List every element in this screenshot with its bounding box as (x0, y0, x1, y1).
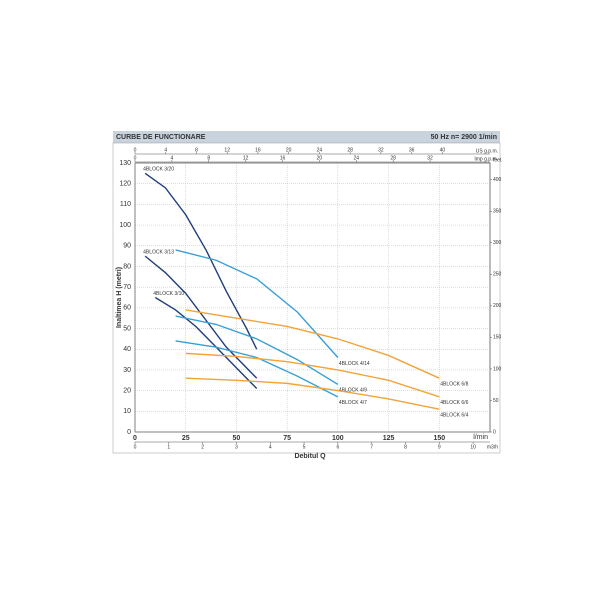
curve (175, 249, 339, 358)
y-tick-label: 50 (123, 325, 131, 332)
top-tick-label: 12 (243, 155, 249, 161)
header-bar (113, 131, 500, 143)
series-label: 4BLOCK 3/10 (153, 291, 184, 297)
curve (175, 315, 339, 386)
y-tick-label: 10 (123, 408, 131, 415)
x-tick-label: 25 (182, 435, 190, 442)
right-tick-label: 250 (493, 272, 502, 278)
y-tick-label: 100 (119, 222, 131, 229)
right-tick-label: 50 (493, 398, 499, 404)
bottom-tick-label: 3 (235, 444, 238, 450)
y-tick-label: 0 (127, 429, 131, 436)
y-tick-label: 60 (123, 305, 131, 312)
top-tick-label: 16 (255, 147, 261, 153)
curve (144, 255, 258, 379)
top-tick-label: 24 (317, 147, 323, 153)
bottom-tick-label: 8 (404, 444, 407, 450)
curve (185, 309, 440, 379)
axis-unit: m3/h (487, 444, 498, 450)
axis-unit: Imp g.p.m. (474, 156, 498, 162)
top-tick-label: 12 (224, 147, 230, 153)
series-label: 4BLOCK 3/20 (143, 167, 174, 173)
top-tick-label: 8 (195, 147, 198, 153)
curve (144, 172, 258, 350)
x-tick-label: 0 (133, 435, 137, 442)
right-tick-label: 0 (493, 429, 496, 435)
x-unit: l/min (473, 434, 488, 441)
y-tick-label: 30 (123, 367, 131, 374)
y-tick-label: 80 (123, 263, 131, 270)
top-tick-label: 4 (170, 155, 173, 161)
axis-unit: feet (493, 157, 502, 163)
x-tick-label: 75 (283, 435, 291, 442)
top-tick-label: 28 (347, 147, 353, 153)
x-tick-label: 150 (433, 435, 445, 442)
right-tick-label: 350 (493, 209, 502, 215)
bottom-tick-label: 2 (201, 444, 204, 450)
series-label: 4BLOCK 3/13 (143, 249, 174, 255)
top-tick-label: 0 (134, 147, 137, 153)
y-axis-title: Inaltimea H (metri) (116, 267, 123, 328)
right-tick-label: 200 (493, 303, 502, 309)
x-tick-label: 50 (233, 435, 241, 442)
series-label: 4BLOCK 4/9 (339, 388, 367, 394)
top-tick-label: 8 (207, 155, 210, 161)
y-tick-label: 130 (119, 160, 131, 167)
top-tick-label: 20 (286, 147, 292, 153)
top-tick-label: 32 (427, 155, 433, 161)
series-label: 4BLOCK 6/8 (440, 382, 468, 388)
y-tick-label: 70 (123, 284, 131, 291)
curve (185, 352, 440, 398)
curve (154, 296, 258, 390)
bottom-tick-label: 1 (167, 444, 170, 450)
bottom-tick-label: 4 (269, 444, 272, 450)
top-tick-label: 40 (440, 147, 446, 153)
bottom-tick-label: 5 (303, 444, 306, 450)
axis-unit: US g.p.m. (476, 148, 498, 154)
top-tick-label: 28 (390, 155, 396, 161)
bottom-tick-label: 9 (438, 444, 441, 450)
series-label: 4BLOCK 4/7 (339, 400, 367, 406)
right-tick-label: 400 (493, 177, 502, 183)
y-tick-label: 20 (123, 387, 131, 394)
right-tick-label: 150 (493, 335, 502, 341)
y-tick-label: 110 (120, 201, 131, 208)
top-tick-label: 16 (280, 155, 286, 161)
right-tick-label: 300 (493, 240, 502, 246)
x-tick-label: 100 (332, 435, 344, 442)
bottom-tick-label: 7 (370, 444, 373, 450)
top-tick-label: 4 (164, 147, 167, 153)
bottom-tick-label: 0 (134, 444, 137, 450)
x-tick-label: 125 (383, 435, 395, 442)
series-label: 4BLOCK 6/6 (440, 400, 468, 406)
series-label: 4BLOCK 4/14 (339, 361, 370, 367)
top-tick-label: 24 (354, 155, 360, 161)
y-tick-label: 40 (123, 346, 131, 353)
bottom-tick-label: 10 (470, 444, 476, 450)
chart-subtitle: 50 Hz n= 2900 1/min (431, 134, 497, 141)
bottom-tick-label: 6 (336, 444, 339, 450)
right-tick-label: 100 (493, 366, 502, 372)
x-axis-title: Debitul Q (294, 453, 326, 460)
series-label: 4BLOCK 6/4 (440, 413, 468, 419)
curve (185, 377, 440, 410)
top-tick-label: 0 (134, 155, 137, 161)
chart-title: CURBE DE FUNCTIONARE (116, 134, 206, 141)
top-tick-label: 20 (317, 155, 323, 161)
frame (112, 142, 501, 454)
top-tick-label: 36 (409, 147, 415, 153)
y-tick-label: 120 (119, 181, 131, 188)
top-tick-label: 32 (378, 147, 384, 153)
curve (175, 340, 339, 398)
y-tick-label: 90 (123, 243, 131, 250)
